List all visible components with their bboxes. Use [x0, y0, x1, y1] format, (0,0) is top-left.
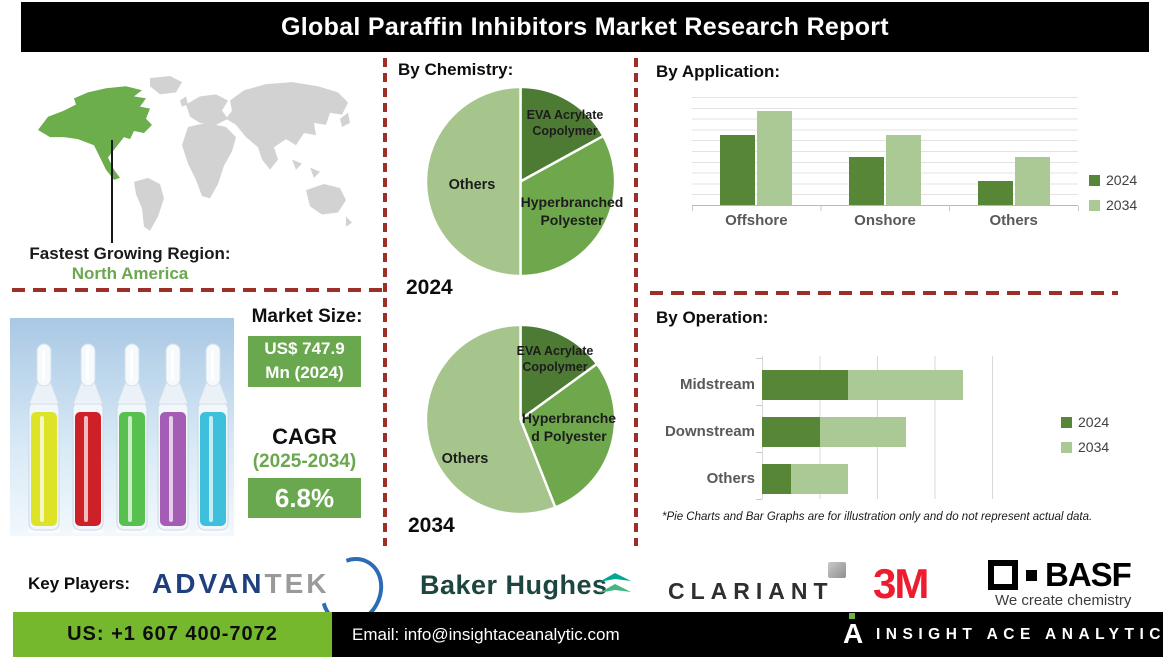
market-size-label: Market Size: [251, 306, 363, 327]
footer-phone: US: +1 607 400-7072 [67, 623, 278, 645]
footer-email: Email: info@insightaceanalytic.com [352, 624, 620, 644]
map-greenland [150, 76, 182, 95]
legend-swatch-2024 [1089, 174, 1100, 186]
ampoules-svg [10, 318, 234, 536]
insightace-brand-name: INSIGHT ACE ANALYTIC [876, 625, 1166, 643]
map-pointer-line [111, 140, 113, 243]
footer-black-bar [332, 612, 1163, 657]
fastest-growing-region-label: Fastest Growing Region: [29, 244, 231, 263]
clariant-cube-icon [828, 562, 846, 578]
insightace-logo-icon: A [843, 618, 864, 649]
map-indonesia [292, 159, 302, 170]
key-players-label: Key Players: [28, 574, 131, 593]
cagr-value-box: 6.8% [248, 478, 361, 518]
application-cat-onshore: Onshore [854, 212, 916, 229]
operation-legend-swatch-2034 [1061, 441, 1072, 453]
world-map-svg [38, 76, 352, 231]
operation-chart: Midstream Downstream Others [660, 356, 1090, 506]
operation-legend-label-2024: 2024 [1078, 414, 1110, 430]
baker-hughes-mark-icon [598, 572, 632, 605]
pie1-label-hyperbranched: Hyperbranched Polyester [520, 194, 624, 228]
application-plot [692, 97, 1078, 206]
application-axis-ticks [692, 206, 1079, 211]
footer-phone-box: US: +1 607 400-7072 [13, 612, 332, 657]
pie1-year-label: 2024 [406, 276, 453, 299]
basf-logo: BASF [988, 556, 1132, 594]
map-africa [182, 122, 236, 199]
operation-bar-midstream [762, 370, 964, 400]
map-south-america [134, 177, 164, 231]
pie2-label-hyperbranched: Hyperbranched Polyester [521, 410, 617, 444]
clariant-logo: CLARIANT [668, 578, 834, 604]
pie2-label-others: Others [441, 451, 489, 467]
application-cat-others: Others [989, 212, 1038, 229]
right-horizontal-divider [650, 291, 1118, 295]
operation-legend-label-2034: 2034 [1078, 439, 1110, 455]
map-north-america-highlight [38, 86, 152, 180]
operation-axis-ticks [756, 358, 762, 500]
by-chemistry-title: By Chemistry: [398, 60, 514, 79]
application-legend: 2024 2034 [1089, 172, 1137, 213]
advantek-logo-text-blue: ADVAN [152, 568, 265, 599]
operation-legend-swatch-2024 [1061, 416, 1072, 428]
application-category-labels: Offshore Onshore Others [692, 212, 1078, 229]
map-japan [340, 112, 350, 127]
application-legend-2024: 2024 [1089, 172, 1137, 188]
report-title: Global Paraffin Inhibitors Market Resear… [281, 12, 889, 41]
report-title-bar: Global Paraffin Inhibitors Market Resear… [21, 2, 1149, 52]
pie-chart-2024: EVA Acrylate Copolymer Hyperbranched Pol… [423, 84, 623, 279]
ampoules-image [10, 318, 234, 536]
map-new-zealand [346, 216, 352, 227]
pie2-label-eva: EVA Acrylate Copolymer [516, 344, 594, 374]
operation-cat-downstream: Downstream [664, 423, 755, 440]
insightace-logo-dot [849, 613, 855, 619]
by-application-title: By Application: [656, 62, 781, 81]
baker-hughes-logo: Baker Hughes [420, 570, 608, 600]
fastest-growing-region-value: North America [71, 264, 189, 283]
by-operation-title: By Operation: [656, 308, 769, 327]
market-size-value-line1: US$ 747.9 [264, 339, 345, 358]
pie1-label-others: Others [448, 177, 496, 193]
application-legend-2034: 2034 [1089, 197, 1137, 213]
map-australia [306, 183, 346, 215]
map-uk [180, 96, 188, 107]
pie2-year-label: 2034 [408, 514, 455, 537]
advantek-logo: ADVANTEK [152, 568, 329, 600]
market-size-value-line2: Mn (2024) [265, 363, 344, 382]
operation-cat-others: Others [706, 470, 755, 487]
legend-label-2034: 2034 [1106, 197, 1138, 213]
basf-square-filled-icon [1026, 569, 1037, 581]
application-cat-offshore: Offshore [725, 212, 788, 229]
operation-cat-midstream: Midstream [679, 376, 755, 393]
vertical-divider-1 [383, 58, 387, 546]
market-size-value-box: US$ 747.9 Mn (2024) [248, 336, 361, 387]
operation-legend-2034: 2034 [1061, 439, 1109, 455]
operation-legend-2024: 2024 [1061, 414, 1109, 430]
vertical-divider-2 [634, 58, 638, 546]
map-europe [186, 94, 228, 125]
map-papua [310, 167, 320, 178]
map-asia [226, 82, 348, 170]
basf-tagline: We create chemistry [995, 592, 1132, 609]
left-horizontal-divider [12, 288, 382, 292]
operation-bar-downstream [762, 417, 906, 447]
legend-swatch-2034 [1089, 199, 1100, 211]
legend-label-2024: 2024 [1106, 172, 1138, 188]
pie-chart-2034: EVA Acrylate Copolymer Hyperbranched Pol… [423, 322, 618, 517]
3m-logo: 3M [873, 560, 929, 607]
advantek-logo-text-gray: TEK [264, 568, 330, 599]
world-map [30, 74, 360, 242]
basf-logo-text: BASF [1045, 556, 1132, 593]
chart-disclaimer: *Pie Charts and Bar Graphs are for illus… [662, 511, 1093, 523]
cagr-label: CAGR [272, 424, 337, 449]
cagr-period: (2025-2034) [252, 451, 357, 472]
basf-square-outline-icon [988, 560, 1018, 590]
operation-legend: 2024 2034 [1061, 414, 1109, 455]
operation-bar-others [762, 464, 849, 494]
pie1-label-eva: EVA Acrylate Copolymer [526, 108, 604, 138]
